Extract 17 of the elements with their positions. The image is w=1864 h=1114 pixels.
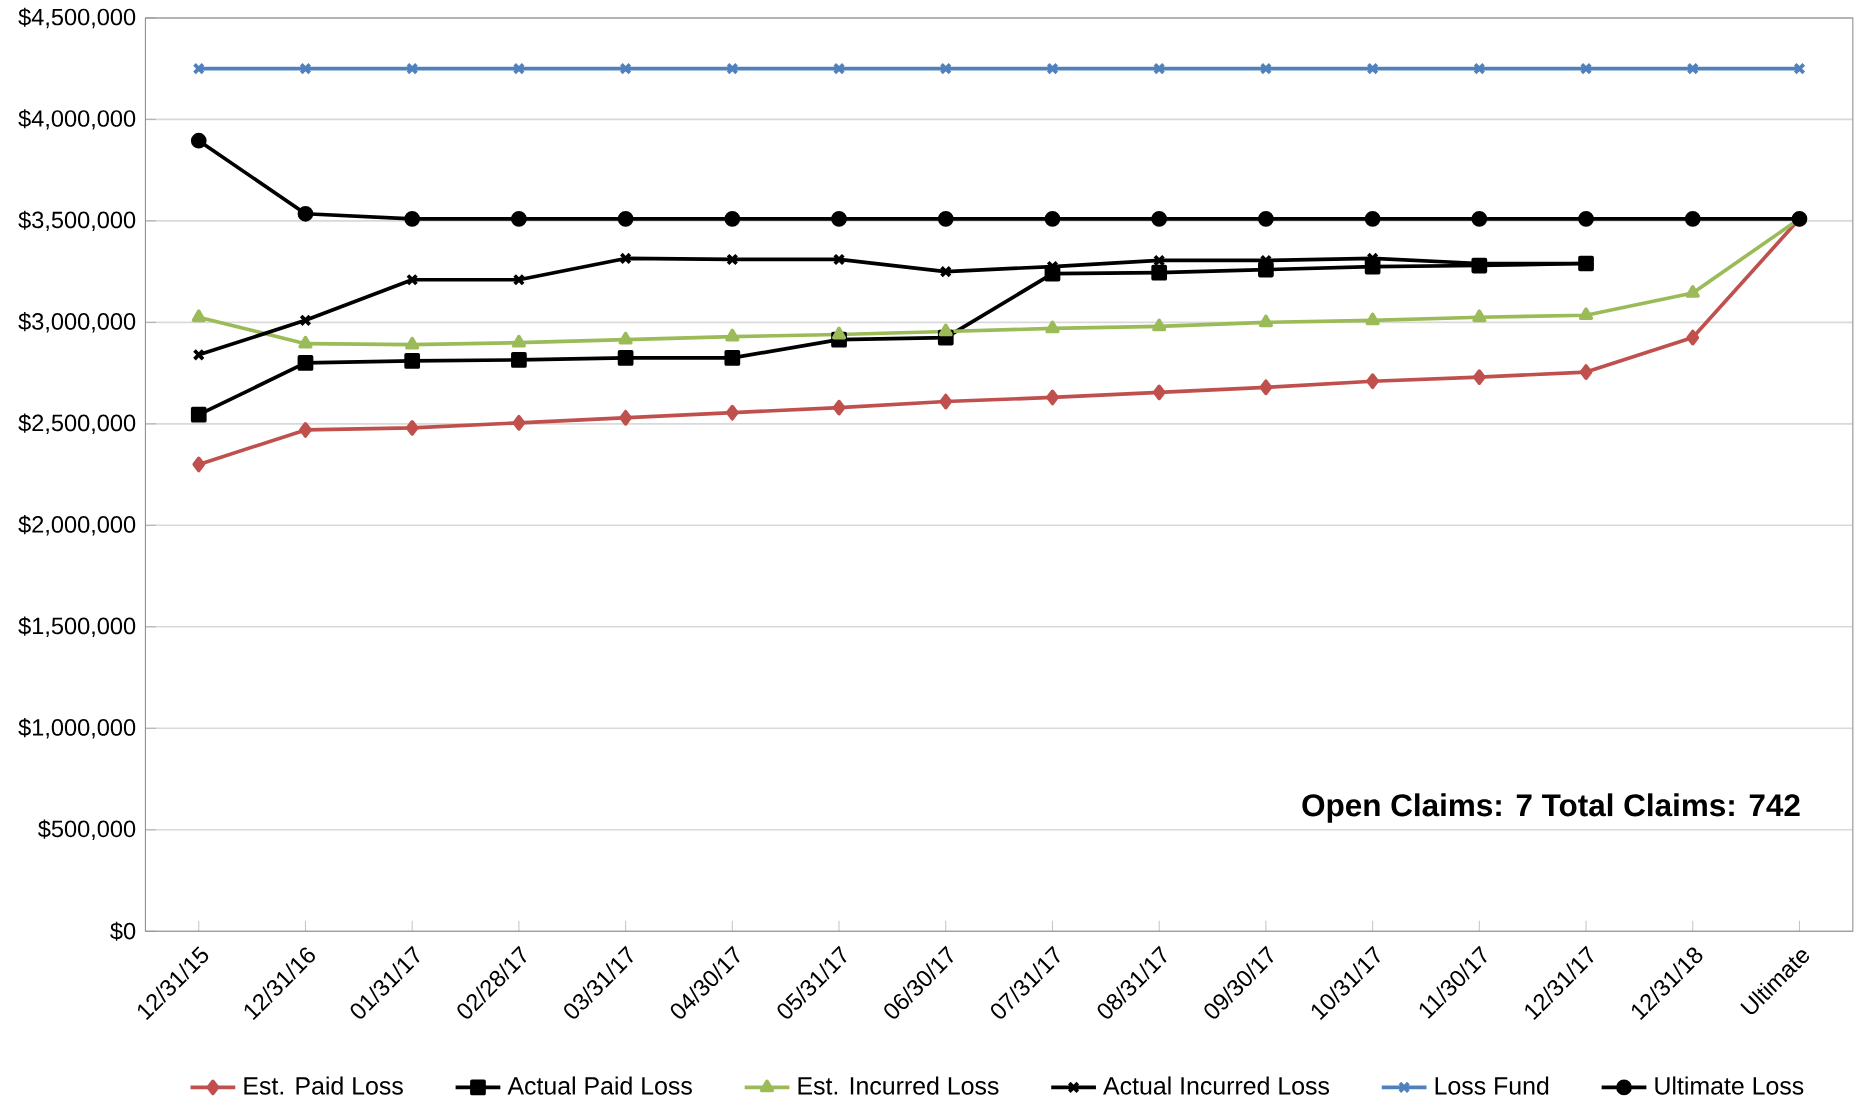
legend-label: Loss Fund [1435,1076,1549,1095]
y-tick-label: $500,000 [38,819,136,841]
y-tick-label: $0 [110,921,136,941]
y-tick-label: $1,000,000 [18,718,136,739]
y-tick-label: $4,500,000 [18,7,136,29]
legend-label: Est. Paid Loss [244,1076,403,1095]
y-tick-label: $3,000,000 [18,312,136,333]
y-tick-label: $2,500,000 [18,413,136,435]
annotation: Open Claims: 7 Total Claims: 742 [1302,793,1800,823]
y-tick-label: $2,000,000 [18,515,136,536]
y-tick-label: $1,500,000 [18,616,136,638]
legend-label: Actual Incurred Loss [1103,1076,1330,1095]
legend-label: Est. Incurred Loss [798,1076,999,1095]
legend-label: Actual Paid Loss [507,1076,692,1095]
y-tick-label: $3,500,000 [18,210,136,232]
y-tick-label: $4,000,000 [18,109,136,130]
legend-label: Ultimate Loss [1655,1076,1804,1095]
